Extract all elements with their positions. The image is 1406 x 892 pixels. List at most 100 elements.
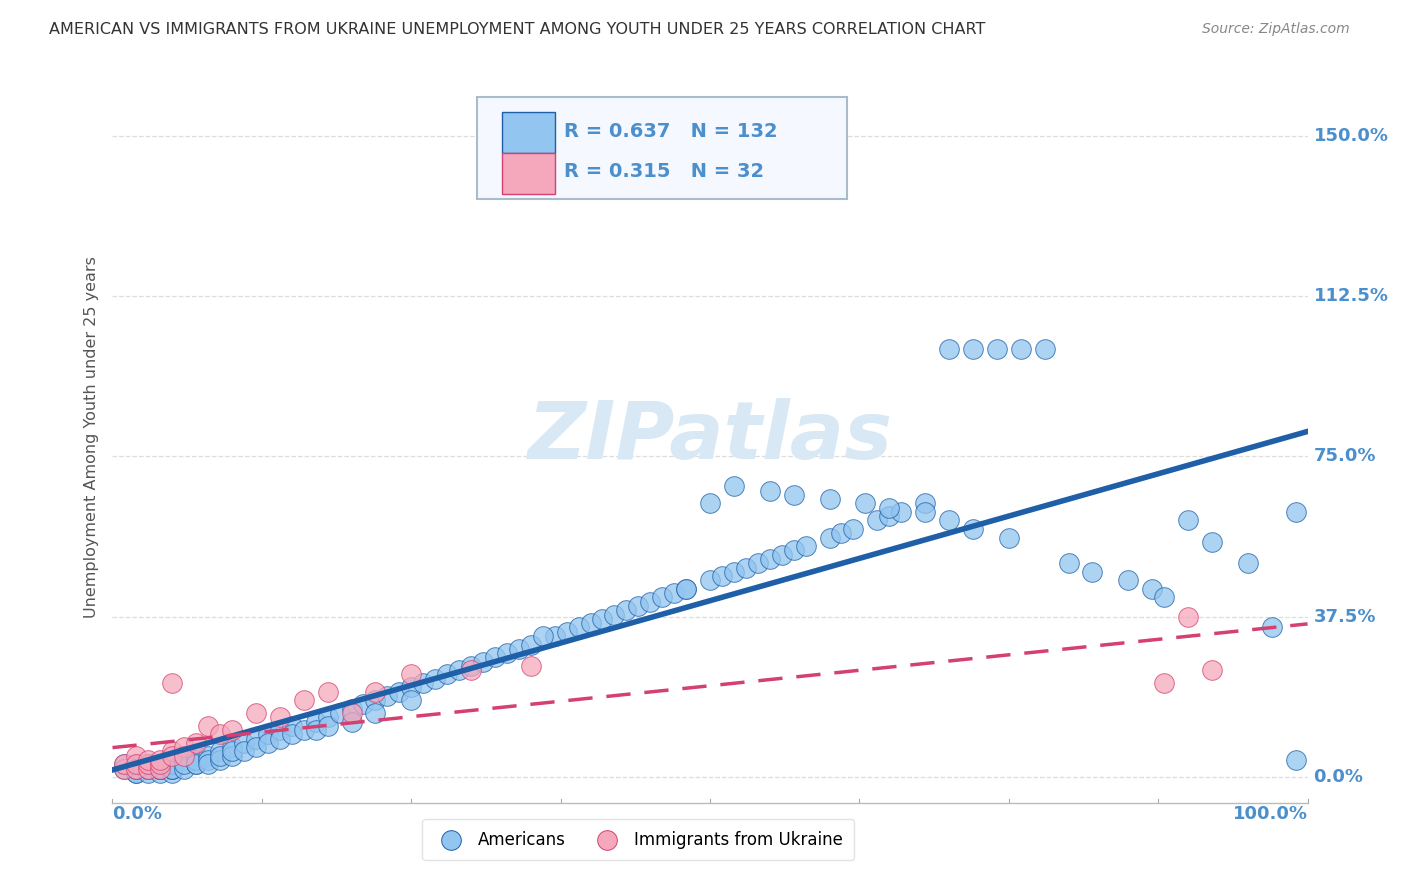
Point (412, 676, 434, 690)
Point (197, 757, 219, 772)
Point (149, 757, 172, 772)
Point (173, 748, 195, 763)
Point (173, 762, 195, 776)
Point (162, 762, 183, 776)
FancyBboxPatch shape (502, 153, 554, 194)
Point (149, 765, 172, 780)
Point (114, 762, 135, 776)
Point (245, 731, 267, 746)
Point (364, 693, 387, 707)
Point (675, 582, 697, 596)
Point (364, 706, 387, 720)
Point (914, 505, 936, 519)
Text: 0.0%: 0.0% (112, 805, 163, 823)
Point (257, 736, 280, 750)
Point (986, 343, 1008, 357)
Point (162, 757, 183, 772)
Point (186, 753, 208, 767)
Point (879, 500, 901, 515)
Point (316, 710, 339, 724)
Point (1285, 753, 1308, 767)
Point (890, 505, 912, 519)
Point (186, 736, 208, 750)
Point (388, 684, 411, 698)
Point (1153, 676, 1175, 690)
Point (568, 620, 591, 634)
Point (723, 565, 745, 579)
Point (269, 731, 291, 746)
Text: 112.5%: 112.5% (1313, 287, 1389, 305)
Point (138, 753, 160, 767)
Point (197, 753, 219, 767)
Point (675, 582, 697, 596)
Point (149, 753, 172, 767)
Point (209, 748, 232, 763)
Point (233, 736, 256, 750)
Point (149, 762, 172, 776)
Point (149, 762, 172, 776)
Point (436, 667, 458, 681)
Point (1081, 565, 1104, 579)
Point (1153, 591, 1175, 605)
Point (472, 655, 495, 669)
Text: 37.5%: 37.5% (1313, 607, 1376, 625)
Point (245, 706, 267, 720)
Point (186, 748, 208, 763)
Point (520, 659, 543, 673)
Point (125, 748, 148, 763)
Point (496, 646, 519, 660)
Point (340, 706, 363, 720)
Point (269, 710, 291, 724)
Point (138, 762, 160, 776)
Point (221, 740, 243, 755)
Point (794, 539, 817, 553)
Point (138, 762, 160, 776)
Text: 150.0%: 150.0% (1313, 127, 1389, 145)
Point (640, 595, 662, 609)
Point (138, 757, 160, 772)
Point (149, 762, 172, 776)
Point (508, 641, 530, 656)
Point (1057, 556, 1080, 570)
Point (759, 483, 782, 498)
Point (221, 748, 243, 763)
FancyBboxPatch shape (502, 112, 554, 153)
Point (782, 488, 804, 502)
Point (257, 727, 280, 741)
Point (425, 672, 447, 686)
Point (173, 757, 195, 772)
Point (664, 586, 686, 600)
Point (770, 548, 793, 562)
Point (221, 723, 243, 737)
Point (627, 599, 650, 613)
Point (281, 719, 304, 733)
Point (855, 496, 877, 510)
Point (138, 757, 160, 772)
Text: R = 0.315   N = 32: R = 0.315 N = 32 (564, 162, 765, 181)
Point (125, 765, 148, 780)
Point (162, 762, 183, 776)
Point (842, 522, 865, 536)
Point (125, 762, 148, 776)
Point (138, 762, 160, 776)
Point (723, 479, 745, 493)
Point (316, 684, 339, 698)
Point (520, 638, 543, 652)
Point (186, 757, 208, 772)
Text: AMERICAN VS IMMIGRANTS FROM UKRAINE UNEMPLOYMENT AMONG YOUTH UNDER 25 YEARS CORR: AMERICAN VS IMMIGRANTS FROM UKRAINE UNEM… (49, 22, 986, 37)
Point (603, 607, 626, 622)
Point (938, 514, 960, 528)
Point (1201, 663, 1223, 677)
Point (292, 723, 315, 737)
Point (162, 762, 183, 776)
Point (879, 509, 901, 524)
Point (1142, 582, 1164, 596)
Point (460, 663, 482, 677)
Point (340, 714, 363, 729)
Point (484, 650, 506, 665)
Point (938, 343, 960, 357)
Point (543, 629, 565, 643)
Point (269, 723, 291, 737)
Point (1118, 574, 1140, 588)
Point (831, 526, 853, 541)
